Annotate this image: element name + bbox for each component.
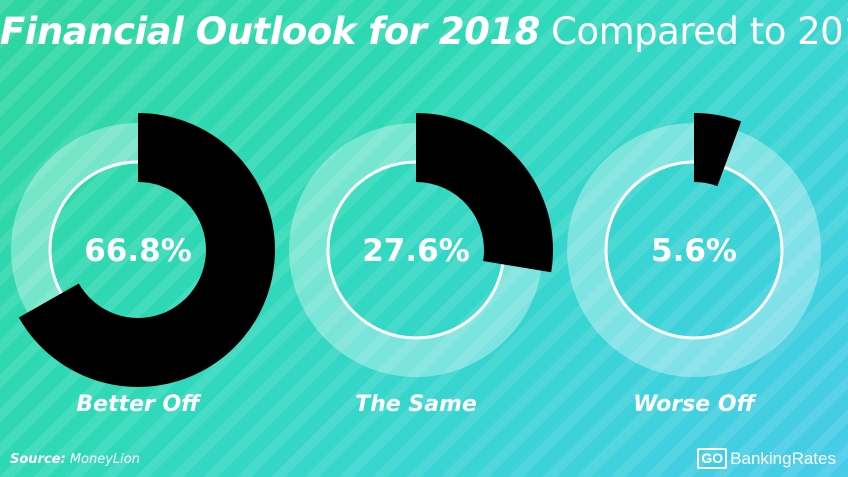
title-bold: Financial Outlook for 2018 [0, 10, 540, 53]
title-light: Compared to 2017 [551, 10, 848, 53]
donut-better-off: 66.8% Better Off [11, 113, 276, 417]
donut-segment [18, 113, 276, 387]
logo-go-mark: GO [697, 448, 728, 469]
page-title: Financial Outlook for 2018 Compared to 2… [0, 10, 848, 53]
value-label: 66.8% [84, 233, 192, 269]
source-note: Source: MoneyLion [10, 452, 140, 467]
donut-segment [416, 113, 553, 273]
category-label: Better Off [76, 392, 202, 417]
gobankingrates-logo: GO BankingRates [697, 448, 836, 469]
donut-the-same: 27.6% The Same [289, 113, 553, 417]
value-label: 27.6% [362, 233, 470, 269]
value-label: 5.6% [651, 233, 737, 269]
category-label: The Same [355, 392, 477, 417]
category-label: Worse Off [633, 392, 757, 417]
source-label: Source: [10, 452, 66, 467]
donut-worse-off: 5.6% Worse Off [567, 113, 821, 417]
logo-wordmark: BankingRates [730, 448, 836, 468]
donut-segment [694, 113, 742, 187]
source-value: MoneyLion [69, 452, 140, 467]
